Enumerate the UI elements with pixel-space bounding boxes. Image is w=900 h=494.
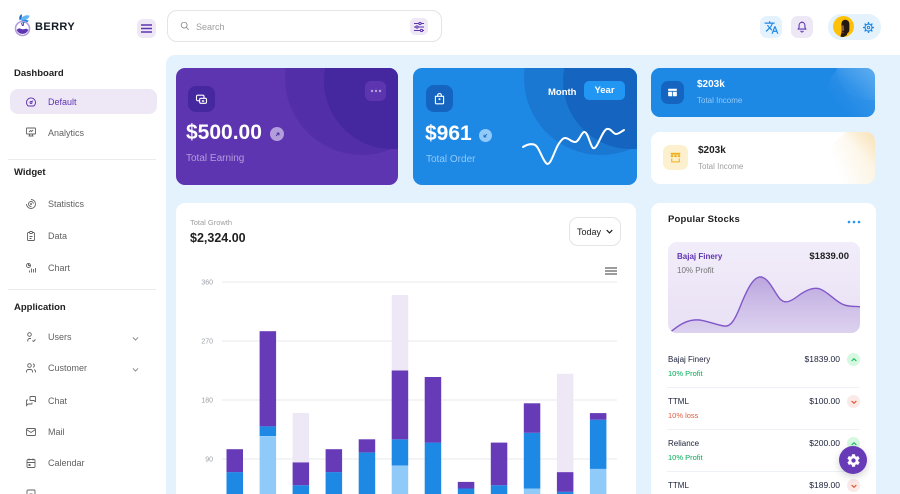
svg-text:90: 90 xyxy=(205,457,213,464)
svg-text:180: 180 xyxy=(201,398,213,405)
svg-text:360: 360 xyxy=(201,280,213,287)
svg-text:270: 270 xyxy=(201,339,213,346)
